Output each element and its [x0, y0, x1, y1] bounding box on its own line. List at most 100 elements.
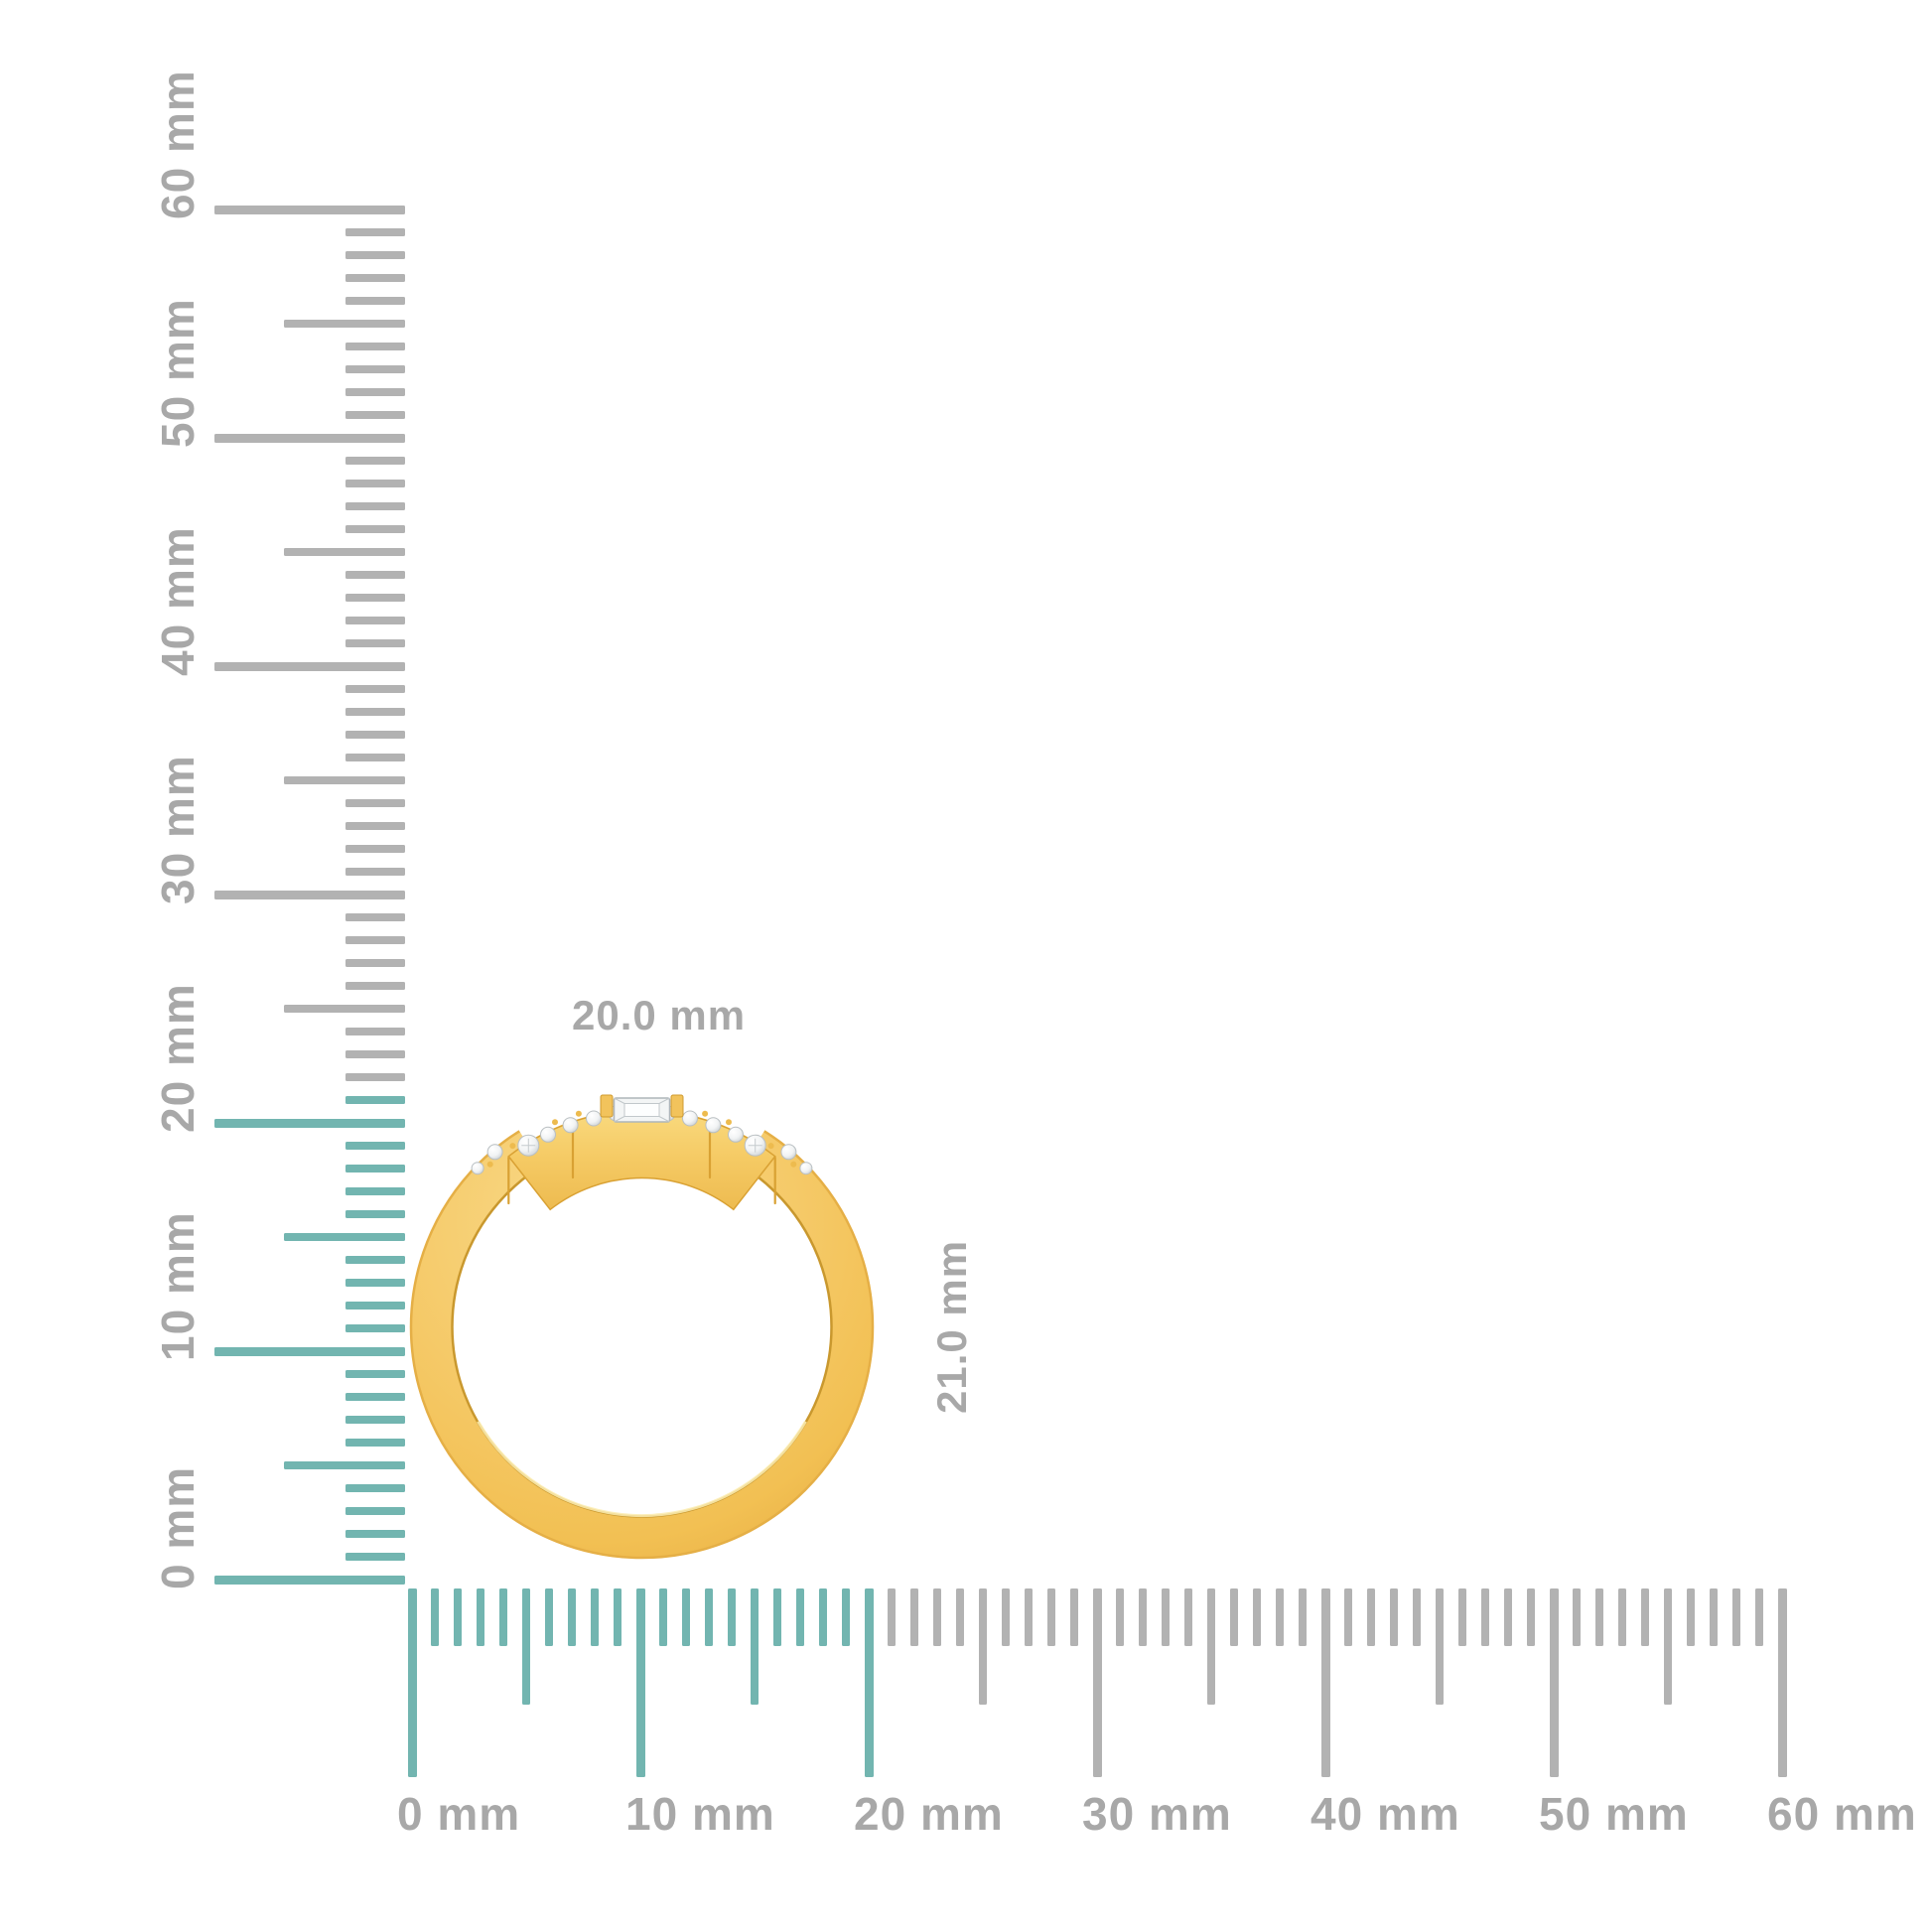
h-ruler-tick-56mm — [1687, 1588, 1695, 1646]
h-ruler-tick-52mm — [1595, 1588, 1603, 1646]
v-ruler-tick-11mm — [345, 1324, 405, 1332]
v-ruler-tick-14mm — [345, 1256, 405, 1264]
v-ruler-tick-55mm — [284, 320, 405, 328]
h-ruler-tick-48mm — [1504, 1588, 1512, 1646]
v-ruler-tick-0mm — [214, 1575, 405, 1585]
h-ruler-tick-60mm — [1777, 1588, 1787, 1777]
h-ruler-tick-4mm — [499, 1588, 507, 1646]
v-ruler-tick-45mm — [284, 548, 405, 556]
h-ruler-tick-13mm — [705, 1588, 713, 1646]
v-ruler-tick-24mm — [345, 1028, 405, 1035]
round-diamond — [728, 1126, 744, 1143]
width-dimension-label: 20.0 mm — [572, 992, 747, 1038]
h-ruler-tick-10mm — [635, 1588, 645, 1777]
v-ruler-tick-52mm — [345, 388, 405, 396]
h-ruler-label-60mm: 60 mm — [1767, 1788, 1917, 1840]
v-ruler-tick-44mm — [345, 571, 405, 579]
h-ruler-tick-45mm — [1436, 1588, 1444, 1705]
h-ruler-tick-3mm — [477, 1588, 484, 1646]
v-ruler-tick-20mm — [214, 1118, 405, 1128]
v-ruler-label-text: 50 mm — [152, 298, 204, 448]
h-ruler-tick-39mm — [1299, 1588, 1307, 1646]
v-ruler-tick-35mm — [284, 776, 405, 784]
h-ruler-tick-18mm — [819, 1588, 827, 1646]
h-ruler-tick-28mm — [1047, 1588, 1055, 1646]
round-diamond — [705, 1117, 722, 1134]
round-diamond — [540, 1126, 556, 1143]
h-ruler-tick-47mm — [1481, 1588, 1489, 1646]
diamond-cluster — [471, 1104, 813, 1175]
h-ruler-label-0mm: 0 mm — [397, 1788, 521, 1840]
v-ruler-tick-40mm — [214, 661, 405, 671]
h-ruler-tick-33mm — [1162, 1588, 1170, 1646]
gold-prong-dot — [767, 1143, 774, 1150]
v-ruler-tick-18mm — [345, 1165, 405, 1173]
v-ruler-tick-17mm — [345, 1187, 405, 1195]
v-ruler-tick-1mm — [345, 1553, 405, 1561]
v-ruler-tick-43mm — [345, 594, 405, 602]
h-ruler-tick-16mm — [773, 1588, 781, 1646]
v-ruler-tick-5mm — [284, 1461, 405, 1469]
v-ruler-tick-28mm — [345, 936, 405, 944]
h-ruler-label-30mm: 30 mm — [1082, 1788, 1232, 1840]
h-ruler-tick-46mm — [1458, 1588, 1466, 1646]
h-ruler-tick-1mm — [431, 1588, 439, 1646]
v-ruler-tick-51mm — [345, 411, 405, 419]
v-ruler-tick-25mm — [284, 1005, 405, 1013]
v-ruler-tick-30mm — [214, 890, 405, 899]
v-ruler-tick-33mm — [345, 822, 405, 830]
h-ruler-tick-30mm — [1092, 1588, 1102, 1777]
h-ruler-tick-17mm — [796, 1588, 804, 1646]
h-ruler-tick-37mm — [1253, 1588, 1261, 1646]
v-ruler-tick-23mm — [345, 1050, 405, 1058]
round-diamond — [799, 1162, 813, 1175]
h-ruler-tick-31mm — [1116, 1588, 1124, 1646]
h-ruler-tick-58mm — [1732, 1588, 1740, 1646]
h-ruler-tick-24mm — [956, 1588, 964, 1646]
v-ruler-tick-16mm — [345, 1210, 405, 1218]
v-ruler-tick-36mm — [345, 754, 405, 761]
v-ruler-tick-21mm — [345, 1096, 405, 1104]
h-ruler-tick-50mm — [1549, 1588, 1559, 1777]
v-ruler-label-text: 30 mm — [152, 755, 204, 904]
h-ruler-tick-38mm — [1276, 1588, 1284, 1646]
v-ruler-tick-41mm — [345, 639, 405, 647]
v-ruler-tick-27mm — [345, 959, 405, 967]
h-ruler-tick-7mm — [568, 1588, 576, 1646]
h-ruler-tick-44mm — [1413, 1588, 1421, 1646]
gold-prong-dot — [509, 1143, 516, 1150]
gold-prong-dot — [726, 1119, 732, 1126]
ring-band-inner-highlight — [477, 1421, 807, 1518]
v-ruler-tick-6mm — [345, 1439, 405, 1447]
v-ruler-tick-57mm — [345, 274, 405, 282]
h-ruler-tick-36mm — [1230, 1588, 1238, 1646]
height-dimension-text: 21.0 mm — [928, 1239, 975, 1414]
v-ruler-label-text: 40 mm — [152, 526, 204, 676]
h-ruler-tick-32mm — [1139, 1588, 1147, 1646]
h-ruler-tick-54mm — [1641, 1588, 1649, 1646]
v-ruler-tick-2mm — [345, 1530, 405, 1538]
h-ruler-tick-6mm — [545, 1588, 553, 1646]
h-ruler-tick-23mm — [933, 1588, 941, 1646]
gold-prong-dot — [702, 1110, 709, 1117]
v-ruler-tick-22mm — [345, 1073, 405, 1081]
round-diamond — [471, 1162, 484, 1175]
h-ruler-tick-15mm — [751, 1588, 759, 1705]
h-ruler-label-40mm: 40 mm — [1311, 1788, 1460, 1840]
round-diamond — [780, 1144, 797, 1161]
center-baguette-setting — [600, 1094, 684, 1123]
v-ruler-tick-32mm — [345, 845, 405, 853]
h-ruler-tick-0mm — [407, 1588, 417, 1777]
h-ruler-tick-42mm — [1367, 1588, 1375, 1646]
baguette-facet-lines — [614, 1097, 670, 1123]
h-ruler-tick-8mm — [591, 1588, 599, 1646]
gold-diamond-ring-image — [409, 1072, 875, 1560]
v-ruler-tick-34mm — [345, 799, 405, 807]
v-ruler-tick-13mm — [345, 1279, 405, 1287]
gold-prong-dot — [790, 1161, 797, 1168]
v-ruler-tick-39mm — [345, 685, 405, 693]
v-ruler-tick-8mm — [345, 1393, 405, 1401]
h-ruler-tick-26mm — [1002, 1588, 1010, 1646]
v-ruler-tick-15mm — [284, 1233, 405, 1241]
v-ruler-tick-54mm — [345, 343, 405, 350]
